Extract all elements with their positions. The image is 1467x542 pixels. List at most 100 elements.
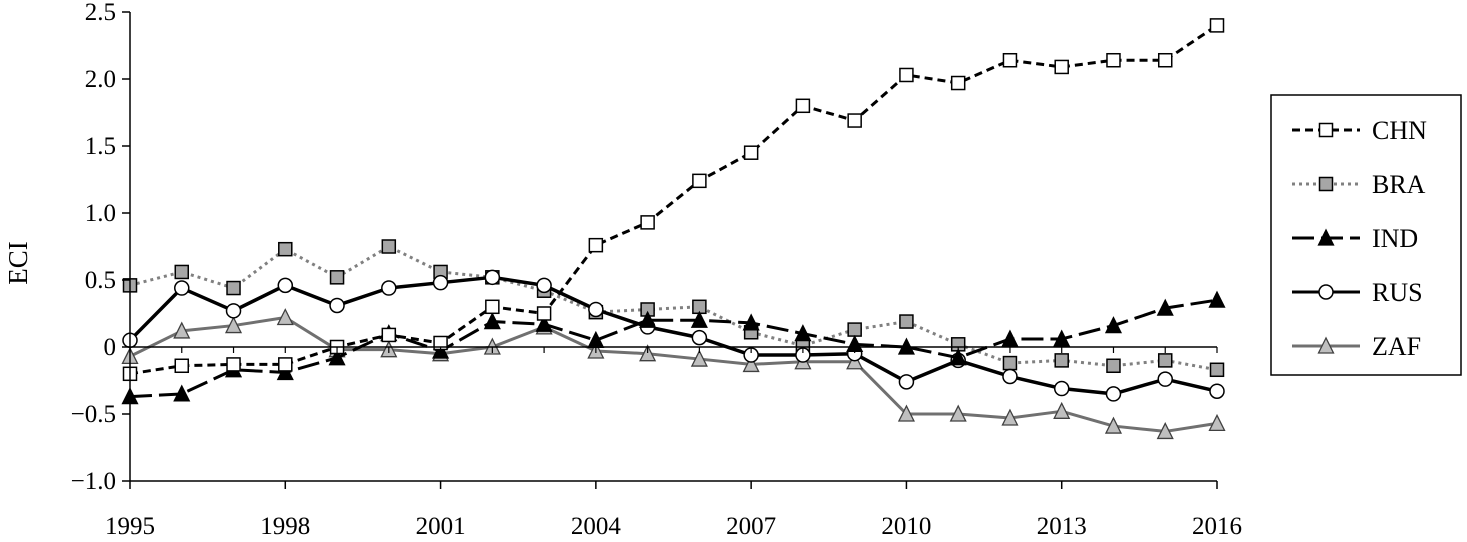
series-ind	[121, 290, 1226, 405]
data-point-zaf	[639, 344, 657, 362]
data-point-bra	[1157, 353, 1173, 368]
data-point-rus	[381, 280, 397, 296]
data-point-rus	[1209, 383, 1225, 399]
data-point-zaf	[276, 308, 294, 326]
legend-item-rus: RUS	[1292, 278, 1423, 307]
y-tick-label: −1.0	[71, 468, 116, 495]
legend-marker-bra	[1318, 176, 1334, 192]
series-line-ind	[129, 298, 1218, 399]
data-point-rus	[225, 303, 242, 319]
legend-marker-ind	[1317, 228, 1335, 246]
y-tick-label: 1.0	[85, 200, 116, 227]
data-point-ind	[328, 348, 346, 366]
data-point-chn	[899, 67, 914, 83]
data-point-bra	[899, 314, 914, 329]
data-point-ind	[1156, 298, 1174, 316]
data-point-chn	[847, 113, 862, 128]
data-point-ind	[1208, 290, 1226, 308]
axes: 2.5 2.0 1.5 1.0 0.5 0 −0.5 −1.0 1995 1998 2001 2004…	[71, 0, 1242, 540]
y-tick-label: 2.0	[85, 66, 116, 93]
series-chn	[122, 18, 1225, 382]
data-point-rus	[329, 297, 345, 314]
data-point-zaf	[742, 354, 760, 373]
data-point-zaf	[1208, 413, 1226, 432]
data-point-ind	[794, 324, 812, 342]
data-point-chn	[485, 299, 500, 315]
x-tick-label: 2016	[1192, 513, 1242, 540]
data-point-zaf	[1156, 421, 1174, 440]
data-point-bra	[847, 322, 862, 337]
data-point-bra	[1054, 353, 1069, 368]
x-tick-label: 1995	[105, 513, 155, 540]
legend-label-rus: RUS	[1372, 278, 1423, 307]
data-point-bra	[278, 241, 293, 257]
data-point-ind	[639, 310, 657, 328]
legend-item-chn: CHN	[1292, 116, 1427, 145]
data-point-chn	[743, 145, 759, 160]
y-tick-label: 0.5	[85, 267, 116, 294]
data-point-rus	[1105, 386, 1122, 402]
legend-marker-rus	[1318, 284, 1334, 300]
y-tick-label: −0.5	[71, 401, 116, 428]
data-point-chn	[1002, 52, 1018, 68]
data-point-chn	[950, 75, 966, 91]
data-point-chn	[1157, 52, 1173, 68]
data-point-chn	[795, 98, 811, 114]
y-tick-label: 1.5	[85, 133, 116, 160]
data-point-rus	[1157, 371, 1173, 387]
data-point-zaf	[690, 349, 708, 367]
y-tick-label: 2.5	[85, 0, 116, 26]
data-point-ind	[173, 384, 191, 402]
x-tick-label: 2001	[416, 513, 466, 540]
legend-label-chn: CHN	[1372, 116, 1427, 145]
data-point-ind	[690, 310, 708, 328]
data-point-rus	[588, 301, 604, 318]
plot-area	[121, 18, 1226, 440]
y-tick-label: 0	[104, 334, 117, 361]
data-point-chn	[692, 173, 707, 189]
x-tick-label: 1998	[260, 513, 310, 540]
data-point-chn	[1209, 18, 1225, 33]
data-point-rus	[277, 277, 294, 294]
data-point-ind	[949, 348, 967, 366]
legend-label-bra: BRA	[1372, 170, 1426, 199]
data-point-rus	[484, 269, 501, 286]
data-point-bra	[174, 264, 190, 280]
data-point-chn	[640, 215, 655, 230]
series-line-chn	[129, 24, 1218, 376]
x-tick-label: 2004	[571, 513, 622, 540]
series-line-rus	[128, 275, 1218, 396]
series-line-bra	[129, 245, 1218, 372]
data-point-chn	[381, 327, 397, 343]
data-point-chn	[1106, 52, 1121, 68]
data-point-bra	[1002, 355, 1018, 371]
data-point-chn	[226, 357, 241, 372]
series-rus	[122, 269, 1225, 402]
x-tick-label: 2010	[881, 513, 931, 540]
legend-frame	[1270, 94, 1462, 376]
data-point-zaf	[224, 316, 243, 334]
legend-marker-zaf	[1317, 336, 1335, 354]
data-point-zaf	[1001, 408, 1019, 426]
data-point-ind	[276, 363, 294, 381]
legend: CHN BRA IND RUS ZAF	[1270, 94, 1462, 376]
data-point-ind	[742, 313, 760, 331]
data-point-rus	[691, 329, 708, 346]
data-point-bra	[381, 239, 397, 254]
data-point-ind	[535, 314, 553, 332]
data-point-zaf	[173, 321, 191, 339]
data-point-ind	[1104, 316, 1123, 334]
data-point-zaf	[1053, 401, 1071, 419]
legend-label-zaf: ZAF	[1372, 332, 1421, 361]
x-tick-label: 2007	[726, 513, 776, 540]
data-point-rus	[174, 280, 190, 296]
data-point-chn	[536, 306, 552, 321]
data-point-bra	[1106, 358, 1121, 374]
y-axis-title: ECI	[3, 241, 33, 285]
data-point-rus	[898, 374, 915, 390]
data-point-bra	[226, 280, 241, 296]
legend-marker-chn	[1318, 122, 1334, 138]
data-point-rus	[1002, 368, 1018, 385]
data-point-rus	[1053, 380, 1070, 397]
